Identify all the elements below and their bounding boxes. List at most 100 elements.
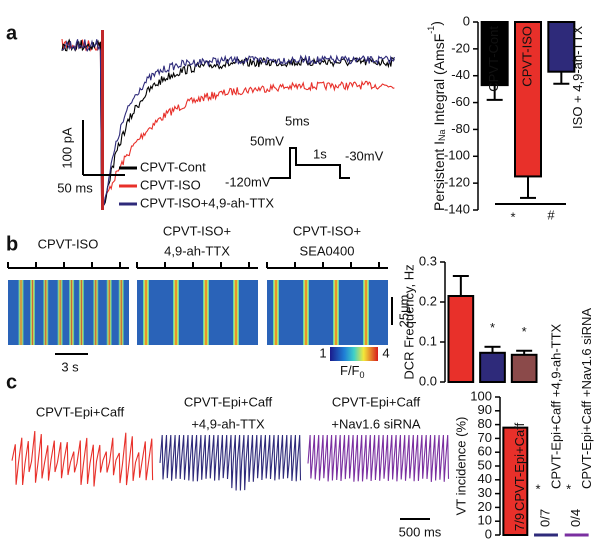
spark	[30, 280, 35, 345]
trace	[11, 430, 154, 487]
spark	[203, 280, 209, 345]
value-label: 0/7	[537, 509, 552, 527]
linescan	[137, 280, 258, 345]
category-label: CPVT-Cont	[486, 26, 501, 92]
label: +4,9-ah-TTX	[191, 416, 265, 431]
y-axis-label: DCR Frequency, Hz	[401, 264, 416, 379]
category-label: CPVT-Epi+Caff +4,9-ah-TTX	[548, 323, 563, 489]
label: b	[6, 233, 18, 255]
spark	[78, 280, 84, 345]
y-tick-label: 70	[478, 430, 492, 445]
trace	[307, 434, 450, 482]
label: F/F	[340, 363, 360, 378]
label: CPVT-ISO+	[293, 223, 361, 238]
protocol	[270, 147, 350, 179]
label: 0	[360, 370, 365, 380]
y-tick-label: -120	[444, 175, 470, 190]
bar	[479, 351, 506, 383]
y-tick-label: -60	[451, 94, 470, 109]
y-tick-label: 0	[485, 526, 492, 541]
y-tick-label: -80	[451, 121, 470, 136]
label: 3 s	[61, 359, 79, 374]
spark	[18, 280, 24, 345]
linescan	[267, 280, 388, 345]
category-label: CPVT-ISO	[519, 26, 534, 87]
spark	[333, 280, 339, 345]
y-tick-label: -140	[444, 201, 470, 216]
y-tick-label: 40	[478, 471, 492, 486]
y-tick-label: 0.0	[419, 373, 437, 388]
y-tick-label: 100	[470, 388, 492, 403]
y-tick-label: 30	[478, 485, 492, 500]
y-tick-label: 50	[478, 457, 492, 472]
y-tick-label: 20	[478, 499, 492, 514]
label: -30mV	[345, 148, 384, 163]
spark	[173, 280, 179, 345]
bar	[514, 21, 542, 178]
bar	[564, 533, 589, 537]
colorbar	[330, 347, 378, 361]
label: Na	[437, 129, 447, 141]
annotation: *	[535, 481, 540, 496]
y-axis-label: Persistent INa Integral (AmsF-1)	[426, 21, 447, 211]
label: -1	[426, 26, 436, 34]
y-tick-label: 0	[463, 13, 470, 28]
value-label: 0/4	[568, 509, 583, 527]
spark	[43, 280, 49, 345]
colorbar-label: F/F0	[340, 363, 365, 380]
label: 50mV	[250, 133, 284, 148]
spark	[363, 280, 369, 345]
annotation: #	[547, 207, 555, 222]
annotation: *	[490, 320, 495, 335]
label: CPVT-ISO+	[163, 223, 231, 238]
spark	[93, 280, 99, 345]
label: 4,9-ah-TTX	[164, 243, 230, 258]
annotation: *	[566, 481, 571, 496]
label: CPVT-ISO+4,9-ah-TTX	[140, 195, 274, 210]
y-tick-label: 60	[478, 444, 492, 459]
spark	[69, 280, 75, 345]
y-tick-label: 0.3	[419, 253, 437, 268]
y-tick-label: -100	[444, 148, 470, 163]
label: 1	[319, 345, 326, 360]
annotation: *	[510, 209, 515, 224]
label: CPVT-Epi+Caff	[184, 394, 273, 409]
label: Integral (AmsF	[431, 34, 447, 130]
y-axis-label: VT incidence (%)	[453, 417, 468, 516]
label: 25μm	[396, 295, 411, 328]
label: CPVT-Epi+Caff	[332, 394, 421, 409]
label: +Nav1.6 siRNA	[331, 416, 421, 431]
y-tick-label: 10	[478, 513, 492, 528]
spark	[118, 280, 124, 345]
label: 500 ms	[399, 524, 442, 539]
y-tick-label: 90	[478, 402, 492, 417]
spark	[273, 280, 279, 345]
label: )	[428, 21, 444, 26]
label: 1s	[313, 146, 327, 161]
label: CPVT-Cont	[140, 159, 206, 174]
label: 4	[382, 345, 389, 360]
spark	[143, 280, 149, 345]
trace	[61, 39, 395, 206]
y-tick-label: -20	[451, 40, 470, 55]
category-label: CPVT-Epi+Caff	[512, 422, 527, 511]
y-tick-label: -40	[451, 67, 470, 82]
bar	[502, 426, 529, 536]
bar	[534, 533, 558, 537]
category-label: ISO + 4,9-ah-TTX	[570, 26, 585, 129]
trace	[159, 434, 302, 491]
label: c	[6, 371, 17, 393]
y-tick-label: 0.2	[419, 293, 437, 308]
spark	[57, 280, 63, 345]
y-tick-label: 0.1	[419, 333, 437, 348]
bar	[510, 353, 538, 383]
label: 100 pA	[59, 127, 74, 169]
spark	[303, 280, 309, 345]
annotation: *	[522, 324, 527, 339]
label: Persistent I	[431, 141, 447, 211]
category-label: CPVT-Epi+Caff +Nav1.6 siRNA	[579, 308, 594, 489]
y-tick-label: 80	[478, 416, 492, 431]
label: 50 ms	[57, 180, 93, 195]
label: -120mV	[225, 174, 271, 189]
